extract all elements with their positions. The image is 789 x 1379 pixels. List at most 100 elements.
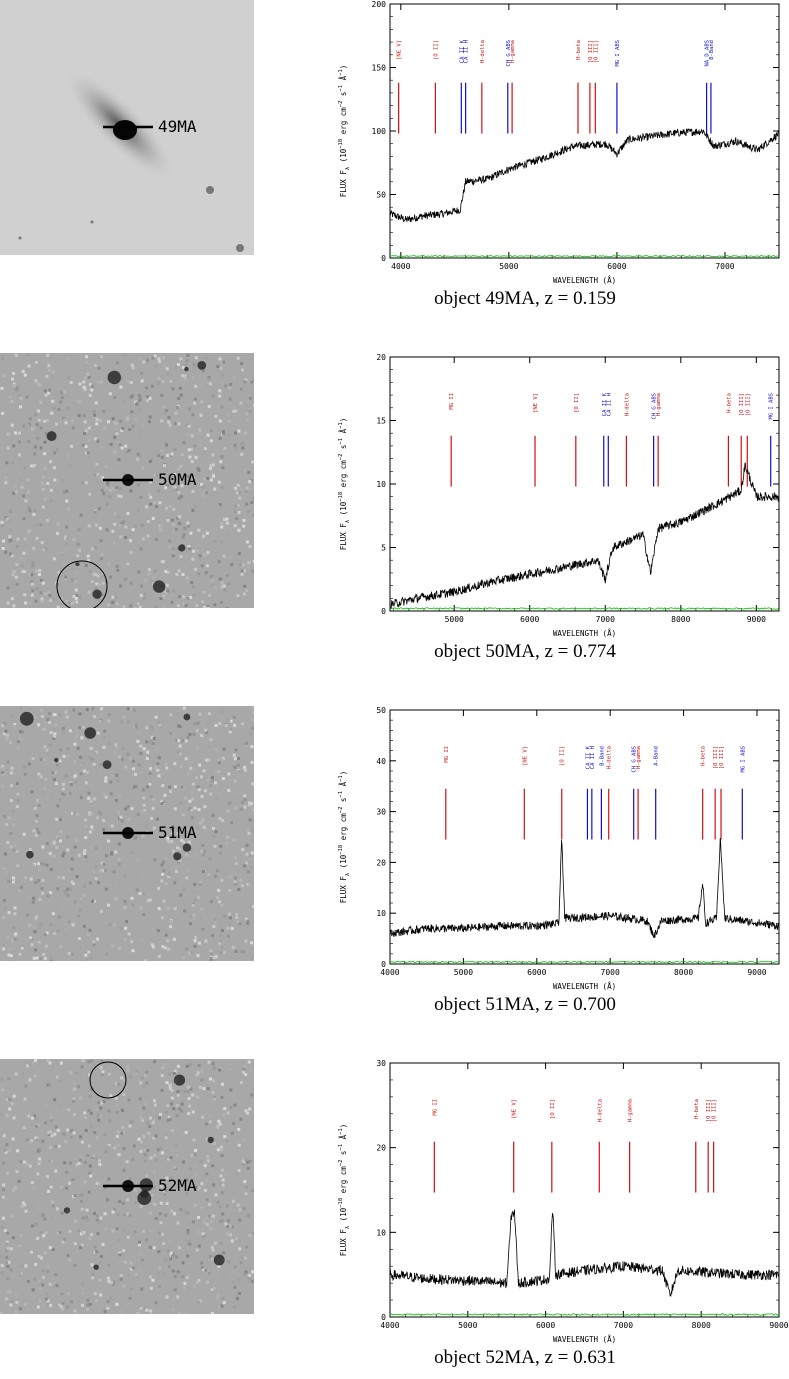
noise-pixel — [144, 1159, 147, 1162]
noise-pixel — [117, 811, 120, 814]
noise-pixel — [194, 385, 197, 388]
noise-pixel — [119, 443, 122, 446]
noise-pixel — [153, 1170, 156, 1173]
noise-pixel — [46, 354, 49, 357]
noise-pixel — [178, 1312, 181, 1314]
noise-pixel — [33, 467, 36, 470]
noise-pixel — [31, 589, 34, 592]
noise-pixel — [90, 848, 93, 851]
noise-pixel — [153, 737, 156, 740]
noise-pixel — [53, 451, 56, 454]
noise-pixel — [192, 367, 195, 370]
noise-pixel — [121, 820, 124, 823]
noise-pixel — [197, 572, 200, 575]
noise-pixel — [135, 723, 138, 726]
noise-pixel — [243, 1065, 246, 1068]
noise-pixel — [53, 466, 56, 469]
noise-pixel — [193, 363, 196, 366]
noise-pixel — [196, 1095, 199, 1098]
noise-pixel — [83, 414, 86, 417]
noise-pixel — [201, 564, 204, 567]
noise-pixel — [240, 950, 243, 953]
noise-pixel — [50, 868, 53, 871]
noise-pixel — [11, 1102, 14, 1105]
noise-pixel — [199, 554, 202, 557]
noise-pixel — [228, 889, 231, 892]
noise-pixel — [88, 792, 91, 795]
line-label: H-gamma — [636, 746, 642, 769]
noise-pixel — [132, 1125, 135, 1128]
noise-pixel — [176, 846, 179, 849]
noise-pixel — [50, 489, 53, 492]
noise-pixel — [214, 917, 217, 920]
noise-pixel — [151, 1279, 154, 1282]
noise-pixel — [49, 1246, 52, 1249]
noise-pixel — [90, 1112, 93, 1115]
noise-pixel — [191, 558, 194, 561]
noise-pixel — [238, 497, 241, 500]
noise-pixel — [43, 787, 46, 790]
noise-pixel — [149, 1275, 152, 1278]
noise-pixel — [107, 1264, 110, 1267]
noise-pixel — [65, 421, 68, 424]
noise-pixel — [117, 780, 120, 783]
noise-pixel — [162, 1242, 165, 1245]
noise-pixel — [44, 467, 47, 470]
noise-pixel — [50, 1134, 53, 1137]
y-axis-label-part: −18 — [338, 492, 344, 502]
noise-pixel — [40, 523, 43, 526]
noise-pixel — [128, 1099, 131, 1102]
noise-pixel — [177, 1065, 180, 1068]
noise-pixel — [119, 420, 122, 423]
star — [236, 244, 244, 252]
error-spectrum-line — [390, 961, 779, 962]
noise-pixel — [188, 425, 191, 428]
noise-pixel — [211, 780, 214, 783]
noise-pixel — [161, 456, 164, 459]
noise-pixel — [149, 1310, 152, 1313]
noise-pixel — [36, 799, 39, 802]
noise-pixel — [17, 538, 20, 541]
noise-pixel — [85, 781, 88, 784]
noise-pixel — [140, 1307, 143, 1310]
noise-pixel — [248, 1234, 251, 1237]
noise-pixel — [214, 540, 217, 543]
noise-pixel — [2, 947, 5, 950]
noise-pixel — [194, 945, 197, 948]
noise-pixel — [92, 572, 95, 575]
noise-pixel — [94, 434, 97, 437]
noise-pixel — [115, 799, 118, 802]
noise-pixel — [214, 415, 217, 418]
noise-pixel — [159, 1212, 162, 1215]
noise-pixel — [237, 764, 240, 767]
noise-pixel — [53, 728, 56, 731]
noise-pixel — [115, 1115, 118, 1118]
noise-pixel — [200, 1070, 203, 1073]
noise-pixel — [235, 916, 238, 919]
noise-pixel — [68, 602, 71, 605]
noise-pixel — [19, 1247, 22, 1250]
noise-pixel — [61, 792, 64, 795]
noise-pixel — [64, 890, 67, 893]
noise-pixel — [45, 1298, 48, 1301]
noise-pixel — [9, 1304, 12, 1307]
noise-pixel — [130, 410, 133, 413]
noise-pixel — [246, 853, 249, 856]
noise-pixel — [44, 933, 47, 936]
noise-pixel — [220, 601, 223, 604]
noise-pixel — [64, 536, 67, 539]
noise-pixel — [80, 736, 83, 739]
noise-pixel — [212, 835, 215, 838]
noise-pixel — [137, 602, 140, 605]
noise-pixel — [158, 756, 161, 759]
noise-pixel — [243, 552, 246, 555]
noise-pixel — [116, 1213, 119, 1216]
noise-pixel — [150, 1287, 153, 1290]
noise-pixel — [162, 861, 165, 864]
noise-pixel — [53, 932, 56, 935]
noise-pixel — [229, 1088, 232, 1091]
noise-pixel — [251, 820, 254, 823]
noise-pixel — [130, 940, 133, 943]
noise-pixel — [140, 1140, 143, 1143]
